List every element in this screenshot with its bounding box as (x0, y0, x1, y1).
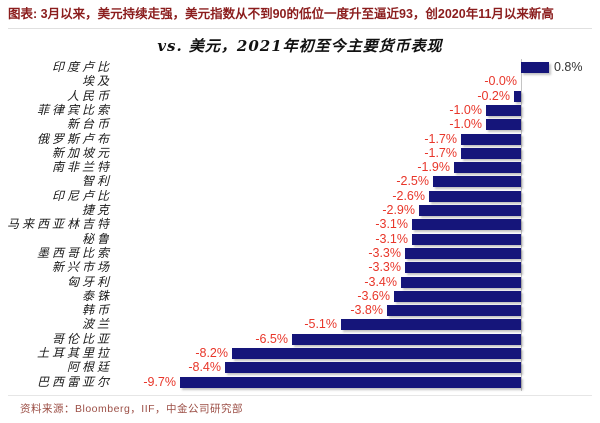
bar-row: 新加坡元 -1.7% (0, 146, 600, 160)
category-label: 阿根廷 (66, 360, 112, 375)
category-label: 巴西雷亚尔 (36, 374, 112, 389)
category-label: 新兴市场 (51, 260, 112, 275)
category-label: 墨西哥比索 (36, 245, 112, 260)
chart-title: vs. 美元，2021年初至今主要货币表现 (157, 37, 443, 55)
bar-row: 巴西雷亚尔 -9.7% (0, 375, 600, 389)
category-label: 土耳其里拉 (36, 346, 112, 360)
bar-row: 印尼卢比 -2.6% (0, 189, 600, 203)
bar (412, 219, 521, 231)
value-label: -9.7% (143, 374, 176, 389)
value-label: -2.9% (382, 203, 415, 217)
category-label: 俄罗斯卢布 (36, 131, 112, 146)
bar-chart-plot: 印度卢比 0.8% 埃及 -0.0% 人民币 -0.2% 菲律宾比索 -1.0% 新台币 -1.0… (0, 59, 600, 391)
category-label: 波兰 (81, 317, 112, 332)
category-label: 印度卢比 (51, 60, 112, 74)
value-label: -3.6% (357, 288, 390, 303)
bar (292, 333, 521, 345)
value-label: -1.0% (449, 102, 482, 117)
value-label: -1.9% (417, 160, 450, 175)
category-label: 智利 (81, 174, 112, 189)
bar (429, 190, 521, 202)
category-label: 菲律宾比索 (36, 102, 112, 117)
bar (521, 62, 549, 73)
category-label: 泰铢 (81, 288, 112, 303)
category-label: 新台币 (66, 117, 112, 132)
bar-row: 俄罗斯卢布 -1.7% (0, 132, 600, 146)
category-label: 秘鲁 (81, 231, 112, 246)
bar-row: 土耳其里拉 -8.2% (0, 346, 600, 360)
bar-row: 新台币 -1.0% (0, 117, 600, 131)
value-label: -3.3% (368, 260, 401, 275)
value-label: -3.8% (350, 303, 383, 318)
bar (461, 133, 521, 145)
bar (387, 305, 521, 317)
bar (412, 233, 521, 245)
bar (401, 276, 521, 288)
value-label: -1.7% (424, 131, 457, 146)
bar-row: 南非兰特 -1.9% (0, 160, 600, 174)
bar (454, 162, 521, 174)
bar-row: 墨西哥比索 -3.3% (0, 246, 600, 260)
value-label: -8.2% (195, 346, 228, 360)
zero-axis-line (521, 59, 522, 391)
bar (486, 104, 521, 116)
bar (486, 119, 521, 131)
bar-row: 秘鲁 -3.1% (0, 232, 600, 246)
value-label: -5.1% (304, 317, 337, 332)
category-label: 印尼卢比 (51, 188, 112, 203)
bar (514, 90, 521, 102)
bar-row: 智利 -2.5% (0, 174, 600, 188)
category-label: 南非兰特 (51, 160, 112, 175)
bar (225, 362, 521, 374)
bar-row: 印度卢比 0.8% (0, 60, 600, 74)
bar-row: 泰铢 -3.6% (0, 289, 600, 303)
value-label: -3.1% (375, 217, 408, 232)
bar-row: 阿根廷 -8.4% (0, 360, 600, 374)
value-label: -3.4% (364, 274, 397, 289)
category-label: 马来西亚林吉特 (6, 217, 112, 232)
value-label: 0.8% (554, 60, 583, 74)
bar-row: 哥伦比亚 -6.5% (0, 332, 600, 346)
category-label: 韩币 (81, 303, 112, 318)
category-label: 埃及 (81, 74, 112, 89)
bar-row: 人民币 -0.2% (0, 89, 600, 103)
value-label: -1.7% (424, 145, 457, 160)
bar (419, 205, 521, 216)
bar (341, 319, 521, 331)
bar (394, 290, 521, 302)
value-label: -2.6% (392, 188, 425, 203)
bar-row: 匈牙利 -3.4% (0, 275, 600, 289)
value-label: -2.5% (396, 174, 429, 189)
bar-row: 新兴市场 -3.3% (0, 260, 600, 274)
category-label: 匈牙利 (66, 274, 112, 289)
value-label: -1.0% (449, 117, 482, 132)
category-label: 捷克 (81, 203, 112, 217)
figure-header: 图表: 3月以来，美元持续走强，美元指数从不到90的低位一度升至逼近93，创20… (8, 6, 592, 29)
value-label: -3.3% (368, 245, 401, 260)
figure-footer: 资料来源：Bloomberg，IIF，中金公司研究部 (8, 395, 592, 423)
bar-row: 韩币 -3.8% (0, 303, 600, 317)
value-label: -8.4% (188, 360, 221, 375)
bar-row: 捷克 -2.9% (0, 203, 600, 217)
bar (461, 147, 521, 159)
source-text: 资料来源：Bloomberg，IIF，中金公司研究部 (20, 403, 244, 415)
value-label: -0.2% (477, 88, 510, 103)
bar (433, 176, 521, 188)
bar-row: 马来西亚林吉特 -3.1% (0, 217, 600, 231)
category-label: 哥伦比亚 (51, 331, 112, 346)
category-label: 新加坡元 (51, 145, 112, 160)
category-label: 人民币 (66, 88, 112, 103)
bar-row: 菲律宾比索 -1.0% (0, 103, 600, 117)
bar-row: 埃及 -0.0% (0, 74, 600, 88)
bar (405, 247, 521, 259)
bar (405, 262, 521, 274)
figure-caption: 图表: 3月以来，美元持续走强，美元指数从不到90的低位一度升至逼近93，创20… (8, 7, 554, 21)
value-label: -3.1% (375, 231, 408, 246)
value-label: -6.5% (255, 331, 288, 346)
bar (180, 376, 521, 388)
bar-row: 波兰 -5.1% (0, 317, 600, 331)
bar (232, 348, 521, 359)
value-label: -0.0% (484, 74, 517, 89)
